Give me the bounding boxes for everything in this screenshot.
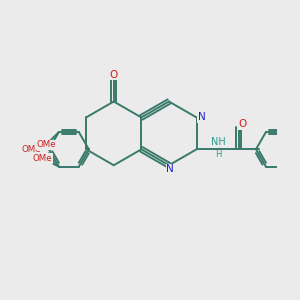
Text: OMe: OMe [33,154,52,163]
Text: O: O [239,119,247,129]
Text: OMe: OMe [21,145,41,154]
Text: N: N [167,164,174,174]
Text: O: O [110,70,118,80]
Text: F: F [299,144,300,154]
Text: NH: NH [211,136,226,146]
Text: OMe: OMe [36,140,56,149]
Text: N: N [198,112,206,122]
Text: H: H [215,150,222,159]
